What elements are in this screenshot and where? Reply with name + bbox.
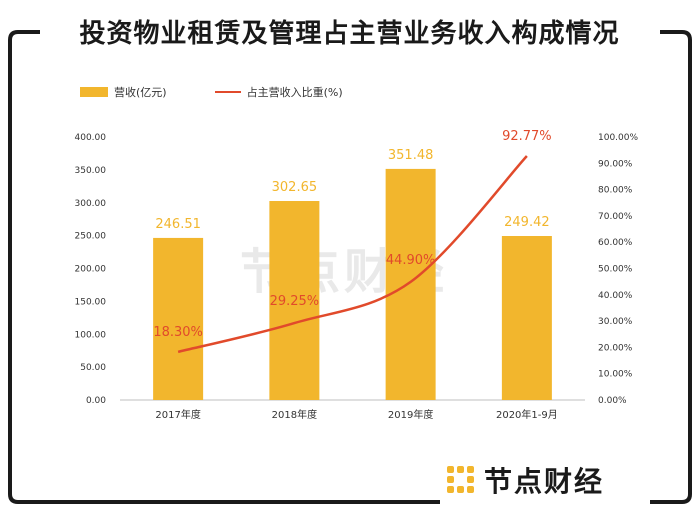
- brand-logo: 节点财经: [440, 460, 611, 500]
- y-left-tick-label: 0.00: [86, 396, 106, 406]
- x-tick-label: 2018年度: [272, 408, 317, 421]
- chart-title: 投资物业租赁及管理占主营业务收入构成情况: [62, 12, 637, 56]
- legend-item-line: 占主营收入比重(%): [214, 84, 343, 100]
- y-right-tick-label: 50.00%: [598, 265, 633, 275]
- y-left-tick-label: 300.00: [75, 199, 107, 209]
- legend-label-line: 占主营收入比重(%): [246, 86, 343, 99]
- line-data-label: 92.77%: [502, 129, 552, 144]
- y-right-tick-label: 30.00%: [598, 317, 633, 327]
- bar: [153, 237, 204, 400]
- series-line: [177, 155, 528, 354]
- line-data-label: 44.90%: [386, 253, 436, 268]
- bar: [385, 168, 436, 400]
- x-tick-label: 2017年度: [155, 408, 200, 421]
- brand-logo-icon: [447, 466, 474, 493]
- bar: [501, 236, 552, 400]
- y-right-tick-label: 40.00%: [598, 291, 633, 301]
- y-right-tick-label: 20.00%: [598, 343, 633, 353]
- y-left-tick-label: 350.00: [75, 166, 107, 176]
- x-tick-label: 2020年1-9月: [496, 408, 558, 421]
- legend-label-bar: 营收(亿元): [114, 86, 167, 99]
- y-left-tick-label: 200.00: [75, 265, 107, 275]
- y-right-tick-label: 10.00%: [598, 370, 633, 380]
- legend-item-bar: 营收(亿元): [80, 84, 167, 100]
- bar-data-label: 249.42: [504, 215, 550, 230]
- line-data-label: 18.30%: [153, 325, 203, 340]
- y-right-tick-label: 60.00%: [598, 238, 633, 248]
- legend: 营收(亿元) 占主营收入比重(%): [80, 82, 391, 102]
- y-right-tick-label: 90.00%: [598, 159, 633, 169]
- y-right-tick-label: 100.00%: [598, 133, 638, 143]
- legend-swatch-line: [214, 91, 241, 93]
- y-right-tick-label: 80.00%: [598, 186, 633, 196]
- y-left-tick-label: 150.00: [75, 297, 107, 307]
- y-left-tick-label: 50.00: [80, 363, 106, 373]
- x-tick-label: 2019年度: [388, 408, 433, 421]
- y-left-tick-label: 250.00: [75, 232, 107, 242]
- y-right-tick-label: 0.00%: [598, 396, 627, 406]
- y-left-tick-label: 100.00: [75, 330, 107, 340]
- brand-name: 节点财经: [484, 465, 605, 498]
- bar-data-label: 351.48: [388, 148, 434, 163]
- bar: [269, 201, 320, 400]
- legend-swatch-bar: [80, 87, 108, 97]
- bar-data-label: 302.65: [272, 180, 318, 195]
- y-left-tick-label: 400.00: [75, 133, 107, 143]
- y-right-tick-label: 70.00%: [598, 212, 633, 222]
- line-data-label: 29.25%: [270, 294, 320, 309]
- bar-data-label: 246.51: [155, 217, 201, 232]
